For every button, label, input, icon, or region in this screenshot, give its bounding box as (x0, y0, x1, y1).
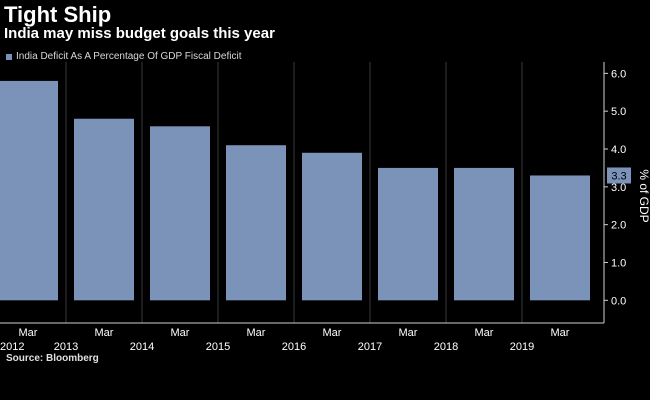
y-tick-label: 0.0 (611, 295, 626, 307)
bar (74, 118, 134, 301)
x-tick-month: Mar (475, 327, 494, 339)
x-tick-month: Mar (247, 327, 266, 339)
x-tick-year: 2014 (130, 341, 154, 353)
last-value-callout-box (607, 167, 631, 184)
x-tick-month: Mar (551, 327, 570, 339)
x-tick-year: 2017 (358, 341, 382, 353)
y-axis-label: % of GDP (637, 169, 650, 222)
legend-label: India Deficit As A Percentage Of GDP Fis… (16, 51, 242, 62)
x-axis: Mar 2012 Mar 2013 Mar 2014 Mar 2015 Mar 2016 Mar 20… (0, 322, 604, 353)
x-tick-month: Mar (171, 327, 190, 339)
x-tick-year: 2019 (510, 341, 534, 353)
chart-title: Tight Ship (4, 2, 112, 27)
y-tick-label: 2.0 (611, 220, 626, 232)
bar (378, 167, 438, 301)
x-tick-year: 2013 (54, 341, 78, 353)
x-tick-year: 2016 (282, 341, 306, 353)
y-axis: 0.0 1.0 2.0 3.0 4.0 5.0 6.0 3.3 (603, 62, 631, 323)
y-tick-label: 5.0 (611, 106, 626, 118)
chart-legend: India Deficit As A Percentage Of GDP Fis… (6, 51, 241, 62)
bar (226, 145, 286, 301)
source-note: Source: Bloomberg (6, 353, 99, 364)
bar (302, 152, 362, 301)
grid-lines (65, 62, 523, 323)
legend-swatch (6, 53, 12, 60)
x-tick-year: 2015 (206, 341, 230, 353)
x-tick-month: Mar (19, 327, 38, 339)
bar (150, 126, 210, 301)
y-tick-label: 6.0 (611, 68, 626, 80)
x-tick-year: 2012 (0, 341, 24, 353)
bars (0, 80, 590, 301)
bar (0, 80, 58, 301)
chart-subtitle: India may miss budget goals this year (4, 25, 275, 42)
y-tick-label: 1.0 (611, 257, 626, 269)
bar (454, 167, 514, 301)
y-tick-label: 3.0 (611, 182, 626, 194)
x-tick-month: Mar (323, 327, 342, 339)
x-tick-month: Mar (399, 327, 418, 339)
bar (530, 175, 590, 301)
y-tick-label: 4.0 (611, 144, 626, 156)
x-tick-year: 2018 (434, 341, 458, 353)
x-tick-month: Mar (95, 327, 114, 339)
last-value-callout: 3.3 (611, 170, 626, 182)
